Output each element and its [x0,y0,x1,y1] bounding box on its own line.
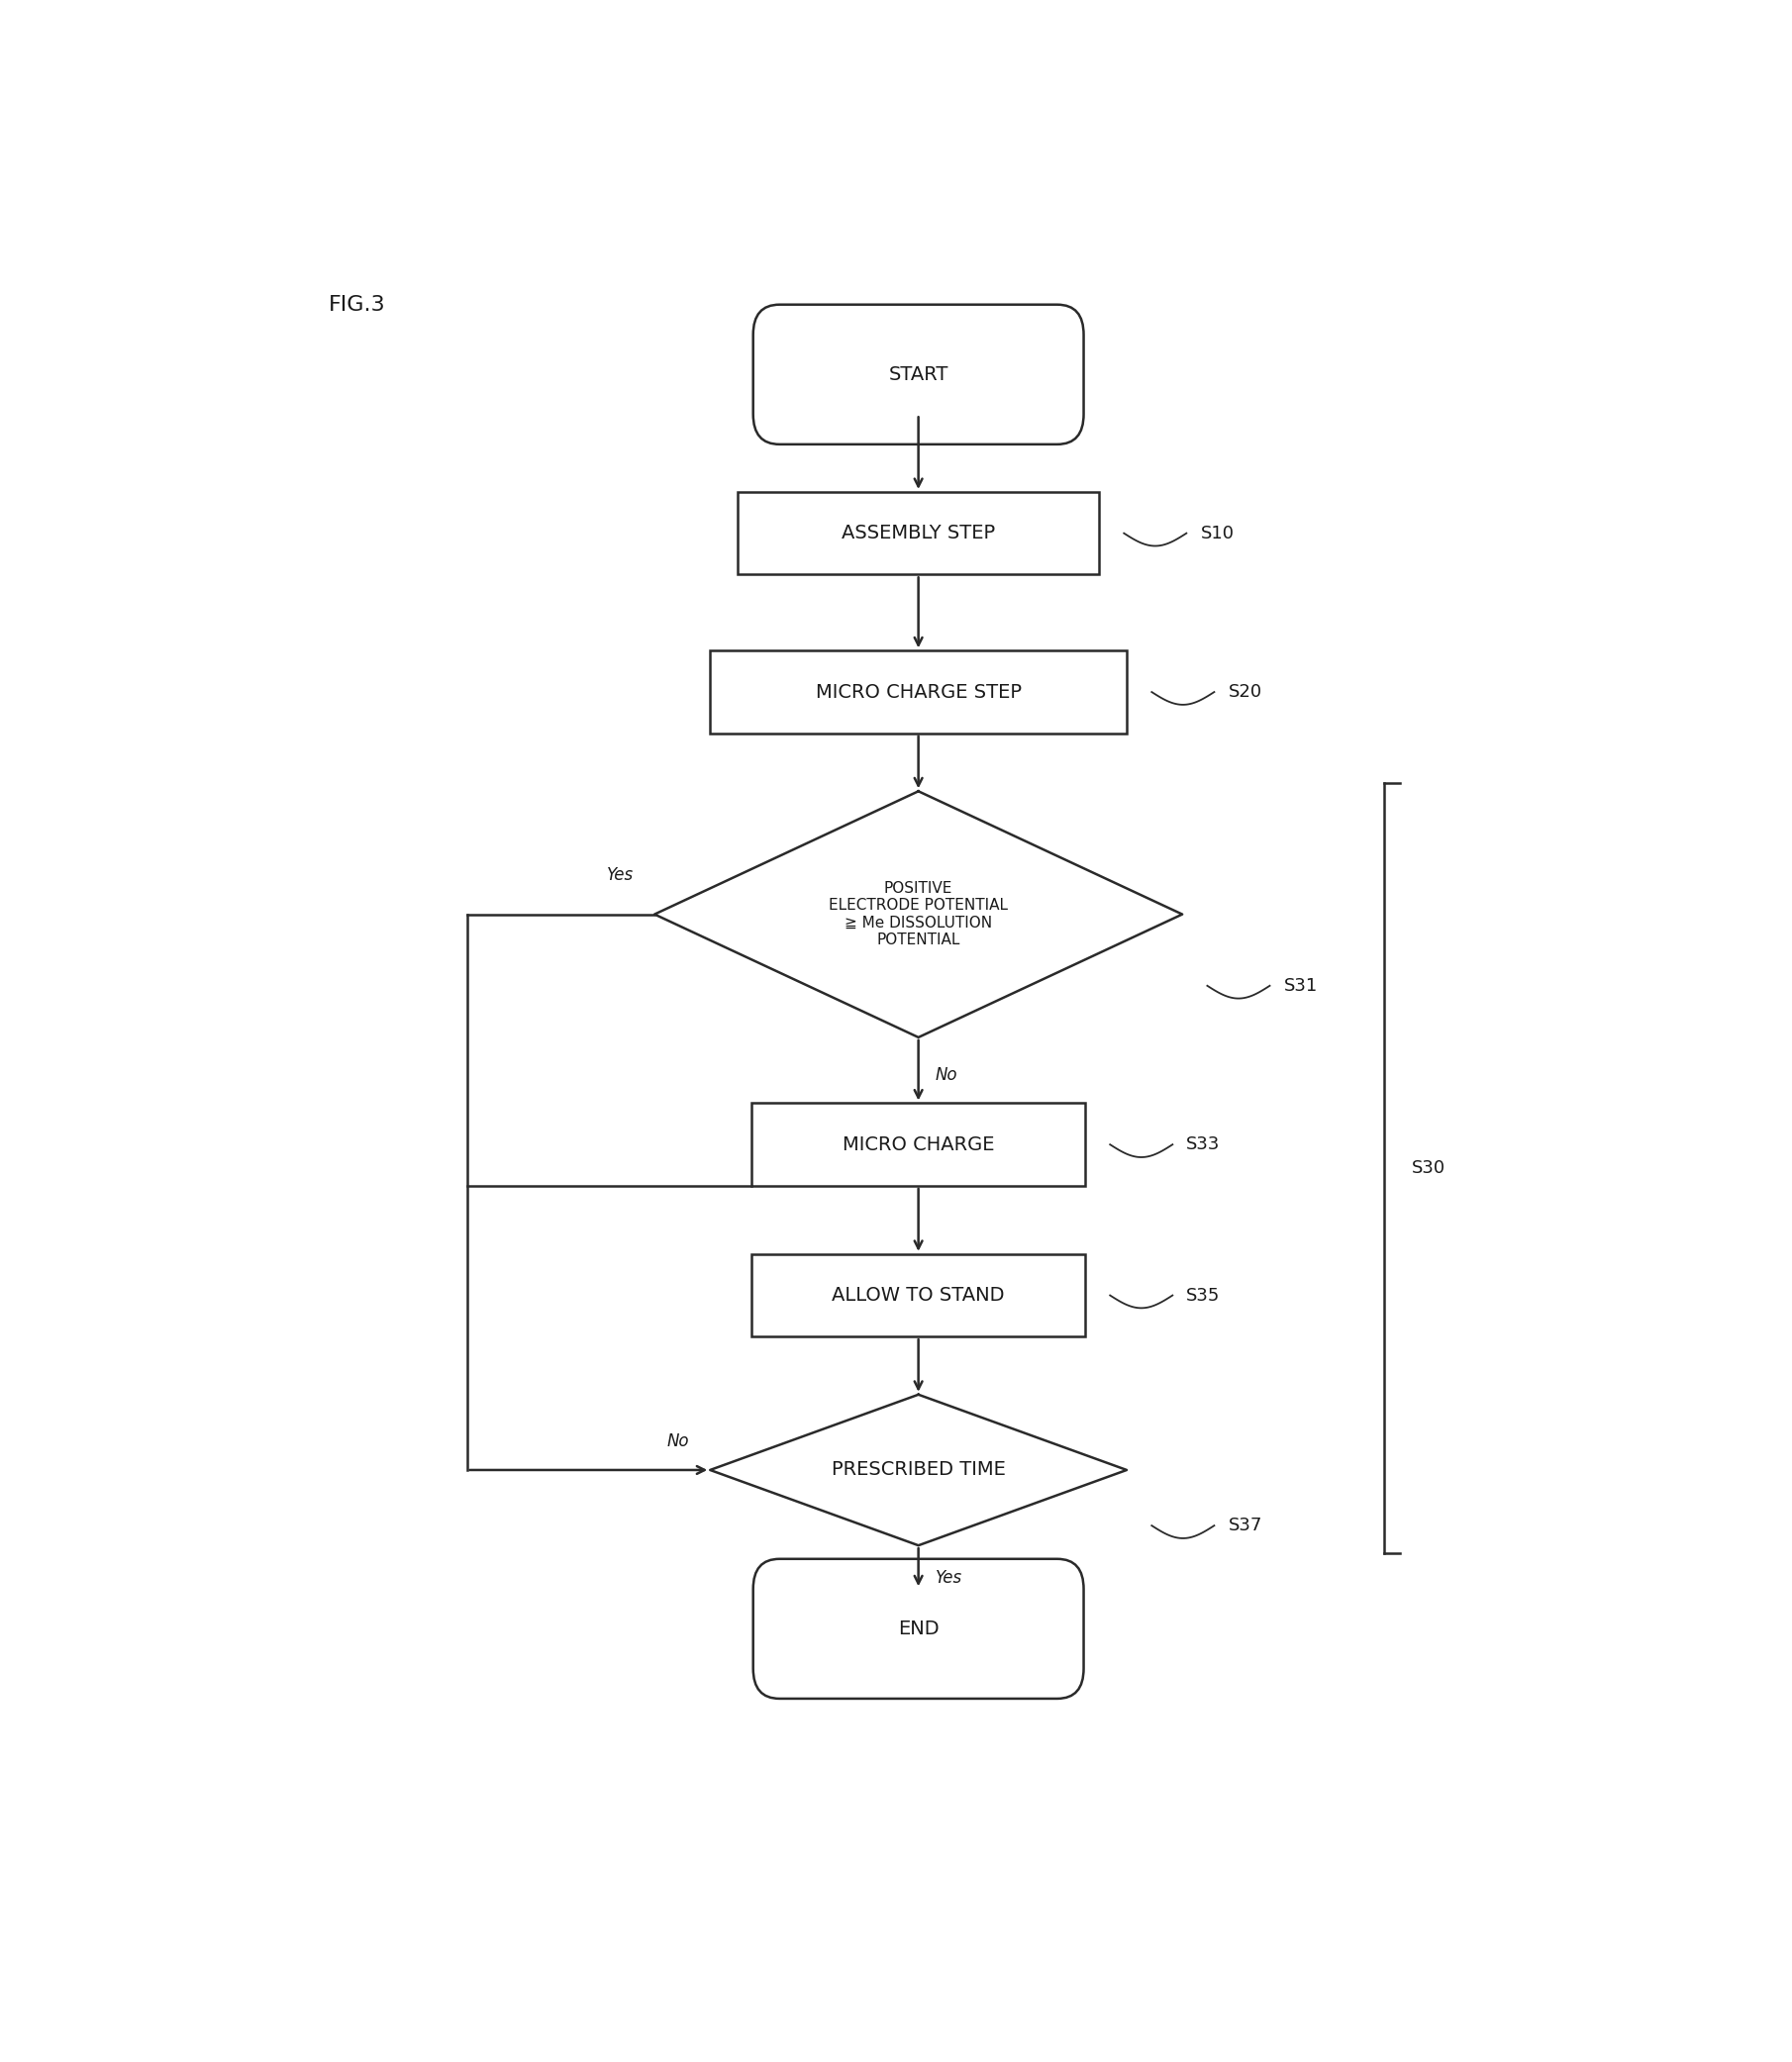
Text: END: END [898,1619,939,1637]
Text: MICRO CHARGE STEP: MICRO CHARGE STEP [815,683,1021,701]
Text: S35: S35 [1186,1287,1220,1305]
Text: ALLOW TO STAND: ALLOW TO STAND [831,1287,1005,1305]
FancyBboxPatch shape [753,1559,1084,1699]
Text: No: No [935,1066,957,1085]
Text: POSITIVE
ELECTRODE POTENTIAL
≧ Me DISSOLUTION
POTENTIAL: POSITIVE ELECTRODE POTENTIAL ≧ Me DISSOL… [828,880,1007,949]
Text: S33: S33 [1186,1136,1220,1153]
Text: S31: S31 [1283,977,1317,994]
Text: Yes: Yes [935,1569,962,1588]
Text: S20: S20 [1228,683,1262,701]
FancyBboxPatch shape [753,305,1084,443]
Bar [753,1103,1086,1186]
Text: S10: S10 [1201,524,1235,542]
Text: S37: S37 [1228,1518,1262,1534]
Bar [738,493,1098,575]
Text: PRESCRIBED TIME: PRESCRIBED TIME [831,1460,1005,1478]
Text: Yes: Yes [607,866,634,883]
Bar [753,1254,1086,1336]
Text: No: No [667,1433,690,1450]
Text: ASSEMBLY STEP: ASSEMBLY STEP [842,524,995,542]
Text: MICRO CHARGE: MICRO CHARGE [842,1134,995,1155]
Text: FIG.3: FIG.3 [328,295,385,315]
Text: START: START [889,365,948,384]
Text: S30: S30 [1412,1159,1444,1177]
Polygon shape [710,1394,1127,1544]
Polygon shape [654,792,1183,1037]
Bar [710,652,1127,734]
